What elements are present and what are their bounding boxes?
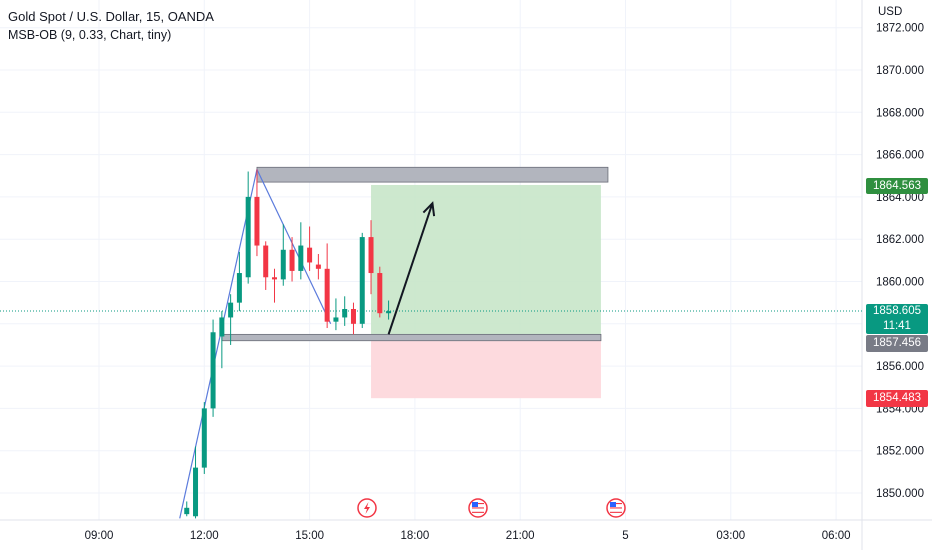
price-tick-label: 1850.000 [876, 488, 924, 500]
countdown-label: 11:41 [883, 320, 911, 332]
price-tick-label: 1866.000 [876, 150, 924, 162]
trendline [256, 169, 332, 325]
price-tick-label: 1872.000 [876, 23, 924, 35]
symbol-title[interactable]: Gold Spot / U.S. Dollar, 15, OANDA [8, 9, 214, 24]
candle-body [272, 277, 277, 280]
candle-body [324, 268, 330, 322]
price-tick-label: 1862.000 [876, 234, 924, 246]
order-block [221, 333, 602, 342]
candle-body [350, 308, 356, 324]
candle-body [298, 245, 304, 271]
price-tick-label: 1860.000 [876, 277, 924, 289]
candle-body [377, 273, 383, 314]
time-tick-label: 03:00 [716, 530, 745, 542]
candle-body [201, 408, 207, 468]
price-tick-label: 1870.000 [876, 65, 924, 77]
entry-price-badge: 1857.456 [866, 335, 928, 352]
time-tick-label: 5 [622, 530, 628, 542]
flag-canton [472, 502, 478, 507]
flag-canton [610, 502, 616, 507]
us-flag-event-icon [468, 498, 488, 518]
stop-price-badge: 1854.483 [866, 390, 928, 407]
flag-stripe [472, 507, 484, 509]
candle-body [245, 196, 251, 278]
candle-body [210, 332, 216, 409]
candle-body [263, 245, 269, 278]
candle-body [184, 507, 190, 515]
price-axis: 1850.0001852.0001854.0001856.0001858.000… [876, 23, 924, 500]
price-tick-label: 1868.000 [876, 107, 924, 119]
flag-stripe [610, 509, 622, 511]
projection-arrow [387, 202, 434, 335]
lightning-event-icon [357, 498, 377, 518]
arrow-head [422, 201, 436, 217]
lightning-icon-bolt [364, 502, 370, 514]
flag-stripe [610, 507, 622, 509]
candle-body [254, 196, 260, 246]
time-axis: 09:00 12:00 15:00 18:00 21:00 5 03:00 06:00 [85, 530, 851, 542]
candle-body [236, 273, 242, 303]
time-tick-label: 21:00 [506, 530, 535, 542]
current-price-badge: 1858.605 11:41 [866, 304, 928, 334]
flag-stripe [472, 511, 484, 513]
candle-body [315, 264, 321, 269]
trendline [179, 169, 258, 519]
candle-body [333, 317, 339, 322]
order-block [256, 166, 609, 183]
candles [184, 169, 392, 519]
position-zones [221, 166, 609, 399]
price-tick-label: 1852.000 [876, 446, 924, 458]
candle-body [368, 237, 374, 274]
profit-zone [371, 184, 601, 336]
flag-stripe [472, 509, 484, 511]
time-tick-label: 15:00 [295, 530, 324, 542]
candle-body [359, 237, 365, 324]
indicator-label[interactable]: MSB-OB (9, 0.33, Chart, tiny) [8, 28, 172, 42]
price-tick-label: 1864.000 [876, 192, 924, 204]
currency-label[interactable]: USD [878, 6, 903, 18]
us-flag-event-icon [606, 498, 626, 518]
event-icons [357, 498, 626, 518]
time-tick-label: 06:00 [822, 530, 851, 542]
candle-body [386, 311, 392, 314]
candle-body [193, 467, 199, 517]
time-tick-label: 12:00 [190, 530, 219, 542]
flag-stripe [610, 511, 622, 513]
candle-body [289, 249, 295, 271]
candle-body [342, 308, 348, 318]
candle-body [280, 249, 286, 280]
current-price-label: 1858.605 [873, 305, 921, 317]
candle-body [219, 317, 225, 337]
time-tick-label: 09:00 [85, 530, 114, 542]
loss-zone [371, 335, 601, 399]
candle-body [228, 302, 234, 318]
trendlines [0, 169, 862, 519]
candle-body [307, 247, 313, 263]
price-tick-label: 1856.000 [876, 361, 924, 373]
time-tick-label: 18:00 [401, 530, 430, 542]
target-price-badge: 1864.563 [866, 178, 928, 194]
